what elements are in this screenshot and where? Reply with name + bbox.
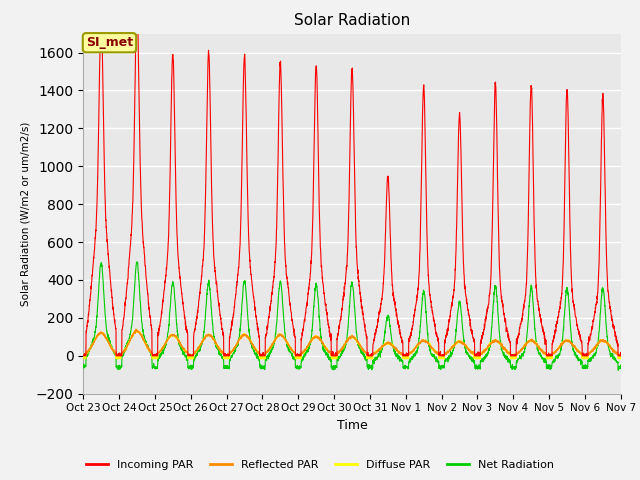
Title: Solar Radiation: Solar Radiation xyxy=(294,13,410,28)
Text: SI_met: SI_met xyxy=(86,36,133,49)
Y-axis label: Solar Radiation (W/m2 or um/m2/s): Solar Radiation (W/m2 or um/m2/s) xyxy=(20,121,30,306)
X-axis label: Time: Time xyxy=(337,419,367,432)
Legend: Incoming PAR, Reflected PAR, Diffuse PAR, Net Radiation: Incoming PAR, Reflected PAR, Diffuse PAR… xyxy=(81,456,559,474)
